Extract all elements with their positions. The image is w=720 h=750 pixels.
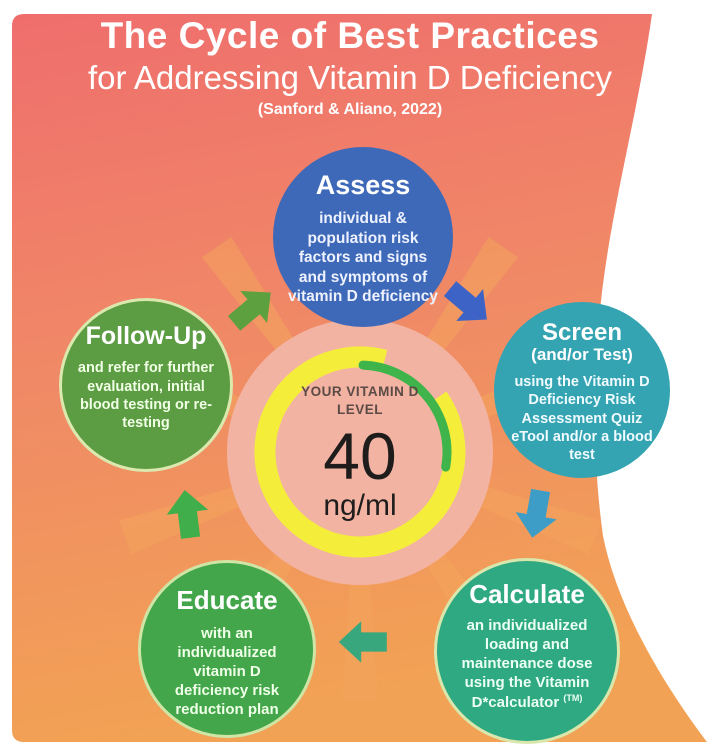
gauge-unit: ng/ml: [323, 489, 397, 523]
page-title: The Cycle of Best Practices: [100, 15, 600, 56]
step-circle-educate: Educate with an individualized vitamin D…: [138, 560, 316, 738]
step-circle-calculate: Calculate an individualized loading and …: [434, 558, 620, 744]
step-title-followup: Follow-Up: [85, 322, 207, 350]
arrow-followup-to-assess-icon: [227, 290, 271, 331]
arrow-educate-to-followup-icon: [166, 490, 209, 539]
step-title-calculate: Calculate: [469, 579, 585, 609]
arrow-calculate-to-educate-icon: [338, 621, 387, 663]
citation: (Sanford & Aliano, 2022): [257, 100, 443, 118]
arrow-screen-to-calculate-icon: [515, 488, 557, 538]
step-circle-followup: Follow-Up and refer for further evaluati…: [59, 298, 233, 472]
page-subtitle: for Addressing Vitamin D Deficiency: [88, 58, 612, 96]
gauge-label: YOUR VITAMIN D LEVEL: [301, 384, 419, 418]
step-body-calculate: an individualized loading and maintenanc…: [461, 617, 593, 711]
gauge-yellow-ring: [254, 346, 466, 558]
step-circle-assess: Assess individual & population risk fact…: [273, 147, 453, 327]
title-block: The Cycle of Best Practices for Addressi…: [0, 15, 700, 119]
gauge-value: 40: [323, 419, 397, 494]
step-body-followup: and refer for further evaluation, initia…: [77, 360, 215, 432]
step-title-assess: Assess: [315, 170, 411, 200]
step-title-educate: Educate: [176, 585, 278, 615]
trademark-mark: (TM): [563, 692, 583, 703]
step-body-assess: individual & population risk factors and…: [288, 210, 438, 306]
gauge-green-arc: [358, 360, 452, 472]
step-subtitle-screen: (and/or Test): [531, 345, 633, 365]
step-body-screen: using the Vitamin D Deficiency Risk Asse…: [511, 374, 653, 464]
gauge-readout: YOUR VITAMIN D LEVEL 40 ng/ml: [278, 383, 442, 521]
arrow-assess-to-screen-icon: [443, 281, 487, 322]
step-circle-screen: Screen (and/or Test) using the Vitamin D…: [494, 302, 670, 478]
step-title-screen: Screen: [541, 319, 623, 346]
step-body-educate: with an individualized vitamin D deficie…: [174, 625, 280, 718]
